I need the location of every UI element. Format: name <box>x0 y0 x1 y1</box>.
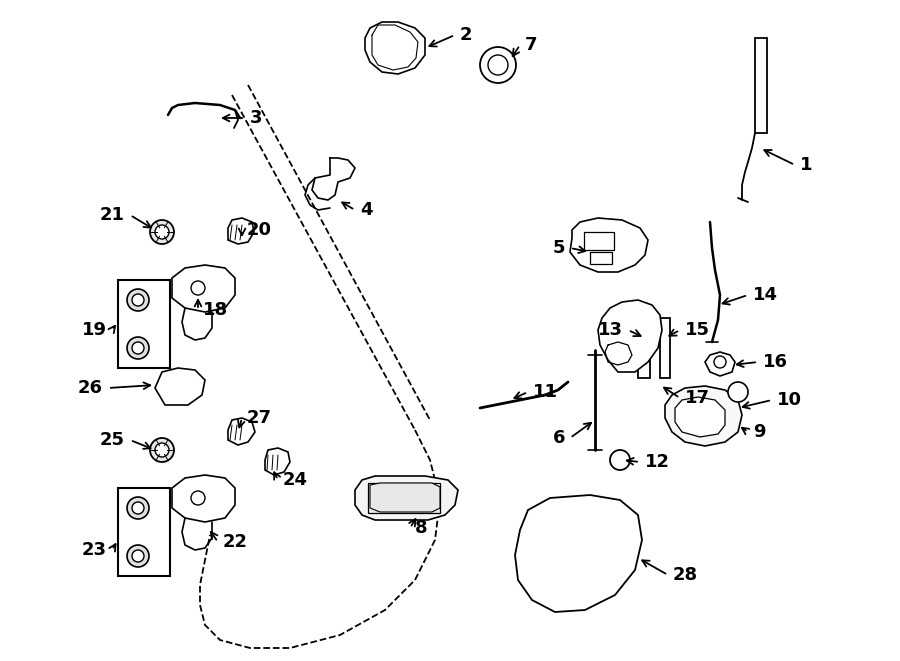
Polygon shape <box>228 218 254 244</box>
Text: 21: 21 <box>100 206 125 224</box>
Polygon shape <box>665 386 742 446</box>
Text: 6: 6 <box>553 429 565 447</box>
Circle shape <box>132 502 144 514</box>
Text: 16: 16 <box>763 353 788 371</box>
Text: 26: 26 <box>78 379 103 397</box>
Text: 17: 17 <box>685 389 710 407</box>
Polygon shape <box>228 418 255 445</box>
Circle shape <box>610 450 630 470</box>
Text: 20: 20 <box>247 221 272 239</box>
Text: 25: 25 <box>100 431 125 449</box>
Polygon shape <box>705 352 735 376</box>
Bar <box>638 318 650 378</box>
Circle shape <box>714 356 726 368</box>
Circle shape <box>132 294 144 306</box>
Bar <box>590 252 612 264</box>
Text: 13: 13 <box>598 321 623 339</box>
Circle shape <box>132 550 144 562</box>
Text: 12: 12 <box>645 453 670 471</box>
Bar <box>584 232 614 250</box>
Circle shape <box>127 497 149 519</box>
Polygon shape <box>515 495 642 612</box>
Circle shape <box>150 438 174 462</box>
Text: 24: 24 <box>283 471 308 489</box>
Circle shape <box>127 289 149 311</box>
Bar <box>118 280 170 368</box>
Text: 4: 4 <box>360 201 373 219</box>
Bar <box>368 483 440 513</box>
Text: 5: 5 <box>553 239 565 257</box>
Circle shape <box>150 220 174 244</box>
Circle shape <box>191 281 205 295</box>
Polygon shape <box>155 368 205 405</box>
Polygon shape <box>570 218 648 272</box>
Text: 15: 15 <box>685 321 710 339</box>
Text: 23: 23 <box>82 541 107 559</box>
Polygon shape <box>365 22 425 74</box>
Polygon shape <box>675 397 725 437</box>
Circle shape <box>127 545 149 567</box>
Polygon shape <box>355 476 458 520</box>
Text: 8: 8 <box>415 519 428 537</box>
Text: 22: 22 <box>223 533 248 551</box>
Polygon shape <box>172 475 235 522</box>
Circle shape <box>132 342 144 354</box>
Text: 1: 1 <box>800 156 813 174</box>
Circle shape <box>728 382 748 402</box>
Text: 18: 18 <box>203 301 228 319</box>
Polygon shape <box>370 483 440 512</box>
Circle shape <box>127 337 149 359</box>
Circle shape <box>155 443 169 457</box>
Polygon shape <box>172 265 235 312</box>
Text: 19: 19 <box>82 321 107 339</box>
Bar <box>118 488 170 576</box>
Circle shape <box>480 47 516 83</box>
Text: 7: 7 <box>525 36 537 54</box>
Text: 2: 2 <box>460 26 473 44</box>
Text: 14: 14 <box>753 286 778 304</box>
Text: 11: 11 <box>533 383 558 401</box>
Bar <box>755 38 767 133</box>
Bar <box>660 318 670 378</box>
Text: 28: 28 <box>673 566 698 584</box>
Circle shape <box>488 55 508 75</box>
Circle shape <box>191 491 205 505</box>
Polygon shape <box>265 448 290 475</box>
Polygon shape <box>598 300 662 372</box>
Text: 3: 3 <box>250 109 263 127</box>
Circle shape <box>155 225 169 239</box>
Text: 27: 27 <box>247 409 272 427</box>
Text: 9: 9 <box>753 423 766 441</box>
Text: 10: 10 <box>777 391 802 409</box>
